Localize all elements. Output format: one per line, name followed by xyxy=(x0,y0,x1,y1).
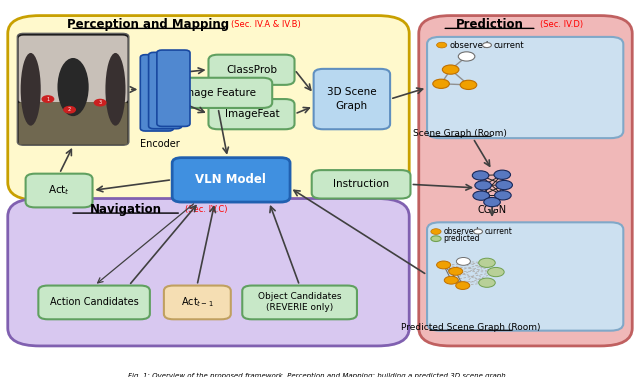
Circle shape xyxy=(64,107,76,113)
Text: Navigation: Navigation xyxy=(90,203,162,216)
FancyBboxPatch shape xyxy=(17,33,129,145)
Text: 1: 1 xyxy=(46,97,49,101)
Circle shape xyxy=(475,181,492,190)
Text: VLN Model: VLN Model xyxy=(195,173,266,186)
Ellipse shape xyxy=(20,53,41,126)
Circle shape xyxy=(449,267,463,275)
FancyBboxPatch shape xyxy=(164,78,272,108)
Text: current: current xyxy=(484,227,512,236)
Circle shape xyxy=(95,100,106,106)
Text: 3: 3 xyxy=(99,100,102,105)
FancyBboxPatch shape xyxy=(19,35,127,103)
Text: Act$_t$: Act$_t$ xyxy=(49,184,70,197)
Text: (Sec. IV.C): (Sec. IV.C) xyxy=(185,205,227,214)
Text: Instruction: Instruction xyxy=(333,179,390,189)
Circle shape xyxy=(460,80,477,89)
Text: Encoder: Encoder xyxy=(140,139,179,149)
FancyBboxPatch shape xyxy=(8,199,409,346)
FancyBboxPatch shape xyxy=(312,170,410,199)
Circle shape xyxy=(479,258,495,267)
Circle shape xyxy=(494,170,511,179)
Ellipse shape xyxy=(106,53,125,126)
FancyBboxPatch shape xyxy=(148,52,182,129)
Text: CGGN: CGGN xyxy=(477,205,507,215)
Text: Predicted Scene Graph (Room): Predicted Scene Graph (Room) xyxy=(401,323,540,332)
Circle shape xyxy=(495,191,511,200)
FancyBboxPatch shape xyxy=(140,55,173,131)
Text: observed: observed xyxy=(444,227,479,236)
FancyBboxPatch shape xyxy=(19,102,127,144)
Circle shape xyxy=(42,96,54,102)
FancyBboxPatch shape xyxy=(8,15,409,200)
FancyBboxPatch shape xyxy=(26,174,93,207)
FancyBboxPatch shape xyxy=(172,158,290,202)
Circle shape xyxy=(436,261,451,269)
Text: Fig. 1: Overview of the proposed framework. Perception and Mapping: building a p: Fig. 1: Overview of the proposed framewo… xyxy=(128,373,512,377)
FancyBboxPatch shape xyxy=(419,15,632,346)
FancyBboxPatch shape xyxy=(427,37,623,138)
Text: Image Feature: Image Feature xyxy=(180,88,255,98)
Circle shape xyxy=(484,198,500,207)
Text: current: current xyxy=(494,41,525,50)
Circle shape xyxy=(431,229,441,234)
Text: (Sec. IV.D): (Sec. IV.D) xyxy=(540,20,584,29)
Text: Scene Graph (Room): Scene Graph (Room) xyxy=(413,129,507,138)
Circle shape xyxy=(456,257,470,265)
Text: Prediction: Prediction xyxy=(456,18,524,31)
FancyBboxPatch shape xyxy=(427,222,623,331)
FancyBboxPatch shape xyxy=(314,69,390,129)
Circle shape xyxy=(431,236,441,242)
FancyBboxPatch shape xyxy=(243,285,357,319)
FancyBboxPatch shape xyxy=(209,55,294,85)
Text: Act$_{t-1}$: Act$_{t-1}$ xyxy=(180,295,213,309)
Circle shape xyxy=(474,229,483,234)
Circle shape xyxy=(436,42,447,48)
Circle shape xyxy=(479,278,495,287)
Circle shape xyxy=(473,191,490,200)
FancyBboxPatch shape xyxy=(38,285,150,319)
Text: Action Candidates: Action Candidates xyxy=(50,297,139,307)
Text: observed: observed xyxy=(449,41,488,50)
Circle shape xyxy=(456,282,470,290)
Circle shape xyxy=(458,52,475,61)
Circle shape xyxy=(496,181,513,190)
Text: Perception and Mapping: Perception and Mapping xyxy=(67,18,229,31)
Text: ImageFeat: ImageFeat xyxy=(225,109,279,119)
Ellipse shape xyxy=(58,58,89,116)
Text: ClassProb: ClassProb xyxy=(227,64,277,75)
FancyBboxPatch shape xyxy=(164,285,231,319)
FancyBboxPatch shape xyxy=(209,99,294,129)
Circle shape xyxy=(472,171,489,180)
Text: (Sec. IV.A & IV.B): (Sec. IV.A & IV.B) xyxy=(231,20,301,29)
FancyBboxPatch shape xyxy=(157,50,190,126)
Circle shape xyxy=(483,43,492,48)
Text: predicted: predicted xyxy=(444,234,480,243)
Circle shape xyxy=(442,65,459,74)
Text: 3D Scene
Graph: 3D Scene Graph xyxy=(327,87,377,111)
Text: Object Candidates
(REVERIE only): Object Candidates (REVERIE only) xyxy=(258,292,341,312)
Text: 2: 2 xyxy=(68,107,71,112)
Circle shape xyxy=(444,276,458,284)
Circle shape xyxy=(488,267,504,277)
Circle shape xyxy=(433,79,449,89)
